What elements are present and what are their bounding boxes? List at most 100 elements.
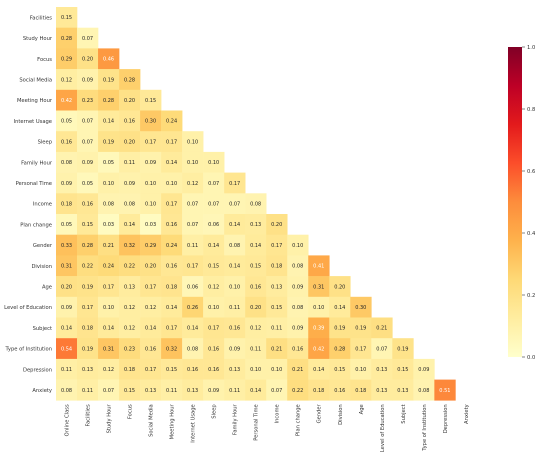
- heatmap-cell: [182, 276, 204, 298]
- cell-value-label: 0.11: [271, 326, 282, 332]
- heatmap-cell: [56, 69, 78, 91]
- cell-value-label: 0.20: [61, 284, 72, 290]
- heatmap-cell: [119, 338, 141, 360]
- y-tick-label: Social Media: [19, 77, 52, 83]
- cell-value-label: 0.10: [355, 367, 366, 373]
- heatmap-cell: [56, 255, 78, 277]
- heatmap-cell: [161, 131, 183, 153]
- x-tick-label: Online Class: [65, 404, 71, 436]
- cell-value-label: 0.21: [271, 346, 282, 352]
- cell-value-label: 0.17: [145, 367, 156, 373]
- x-tick-label: Division: [338, 404, 344, 425]
- heatmap-cell: [287, 338, 309, 360]
- y-tick-label: Meeting Hour: [17, 98, 53, 104]
- colorbar-tick-label: 0.0: [527, 355, 535, 361]
- cell-value-label: 0.16: [145, 346, 156, 352]
- cell-value-label: 0.19: [355, 326, 366, 332]
- heatmap-cell: [203, 172, 225, 194]
- cell-value-label: 0.14: [187, 326, 198, 332]
- heatmap-cell: [161, 193, 183, 215]
- heatmap-cell: [119, 317, 141, 339]
- y-tick-label: Division: [31, 264, 52, 270]
- heatmap-cell: [119, 234, 141, 256]
- heatmap-cell: [224, 193, 246, 215]
- heatmap-cell: [161, 296, 183, 318]
- heatmap-cell: [56, 296, 78, 318]
- heatmap-cell: [77, 317, 99, 339]
- heatmap-cell: [98, 193, 120, 215]
- heatmap-cell: [245, 317, 267, 339]
- cell-value-label: 0.11: [229, 388, 240, 394]
- x-tick-label: Plan change: [296, 404, 302, 436]
- colorbar-tick-label: 0.4: [527, 231, 536, 237]
- heatmap-cell: [56, 48, 78, 70]
- cell-value-label: 0.13: [397, 388, 408, 394]
- x-tick-label: Type of Institution: [422, 404, 428, 451]
- cell-value-label: 0.08: [418, 388, 429, 394]
- heatmap-cell: [56, 7, 78, 28]
- heatmap-cell: [56, 234, 78, 256]
- cell-value-label: 0.13: [271, 284, 282, 290]
- cell-value-label: 0.16: [124, 119, 135, 125]
- heatmap-cell: [245, 296, 267, 318]
- heatmap-cell: [56, 276, 78, 298]
- cell-value-label: 0.15: [208, 264, 219, 270]
- heatmap-cell: [98, 276, 120, 298]
- cell-value-label: 0.31: [103, 346, 114, 352]
- cell-value-label: 0.13: [229, 367, 240, 373]
- heatmap-cell: [56, 379, 78, 401]
- heatmap-cell: [119, 358, 141, 380]
- cell-value-label: 0.20: [271, 222, 282, 228]
- cell-value-label: 0.07: [208, 201, 219, 207]
- heatmap-cell: [161, 276, 183, 298]
- cell-value-label: 0.21: [376, 326, 387, 332]
- heatmap-cell: [98, 358, 120, 380]
- cell-value-label: 0.31: [61, 264, 72, 270]
- heatmap-cell: [434, 379, 456, 401]
- cell-value-label: 0.08: [292, 264, 303, 270]
- heatmap-cell: [119, 69, 141, 91]
- cell-value-label: 0.23: [124, 346, 135, 352]
- heatmap-cell: [56, 358, 78, 380]
- cell-value-label: 0.08: [229, 243, 240, 249]
- cell-value-label: 0.16: [229, 326, 240, 332]
- cell-value-label: 0.08: [124, 201, 135, 207]
- cell-value-label: 0.08: [250, 201, 261, 207]
- heatmap-cell: [119, 214, 141, 235]
- cell-value-label: 0.07: [208, 181, 219, 187]
- x-tick-label: Meeting Hour: [170, 403, 176, 439]
- heatmap-cell: [56, 317, 78, 339]
- heatmap-cell: [98, 255, 120, 277]
- x-tick-label: Personal Time: [254, 404, 260, 440]
- cell-value-label: 0.18: [82, 326, 93, 332]
- heatmap-cell: [392, 379, 414, 401]
- heatmap-cell: [392, 338, 414, 360]
- y-tick-label: Plan change: [20, 222, 52, 228]
- heatmap-cell: [161, 172, 183, 194]
- heatmap-cell: [77, 48, 99, 70]
- heatmap-cell: [140, 193, 162, 215]
- heatmap-cell: [140, 338, 162, 360]
- cell-value-label: 0.09: [61, 181, 72, 187]
- heatmap-cell: [266, 255, 288, 277]
- heatmap-cell: [56, 151, 78, 173]
- heatmap-cell: [182, 338, 204, 360]
- heatmap-cell: [308, 255, 330, 277]
- cell-value-label: 0.54: [61, 346, 72, 352]
- cell-value-label: 0.19: [82, 346, 93, 352]
- cell-value-label: 0.19: [103, 139, 114, 145]
- heatmap-cell: [371, 317, 393, 339]
- heatmap-cell: [203, 151, 225, 173]
- heatmap-cell: [119, 379, 141, 401]
- colorbar-tick-label: 1.0: [527, 45, 535, 51]
- heatmap-cell: [98, 317, 120, 339]
- cell-value-label: 0.10: [103, 181, 114, 187]
- cell-value-label: 0.16: [250, 284, 261, 290]
- heatmap-cell: [266, 296, 288, 318]
- heatmap-cell: [140, 234, 162, 256]
- y-axis-labels: Facilities Study Hour Focus Social Media Mee…: [4, 15, 53, 394]
- heatmap-cell: [245, 338, 267, 360]
- cell-value-label: 0.07: [82, 139, 93, 145]
- heatmap-cell: [329, 358, 351, 380]
- cell-value-label: 0.09: [82, 77, 93, 83]
